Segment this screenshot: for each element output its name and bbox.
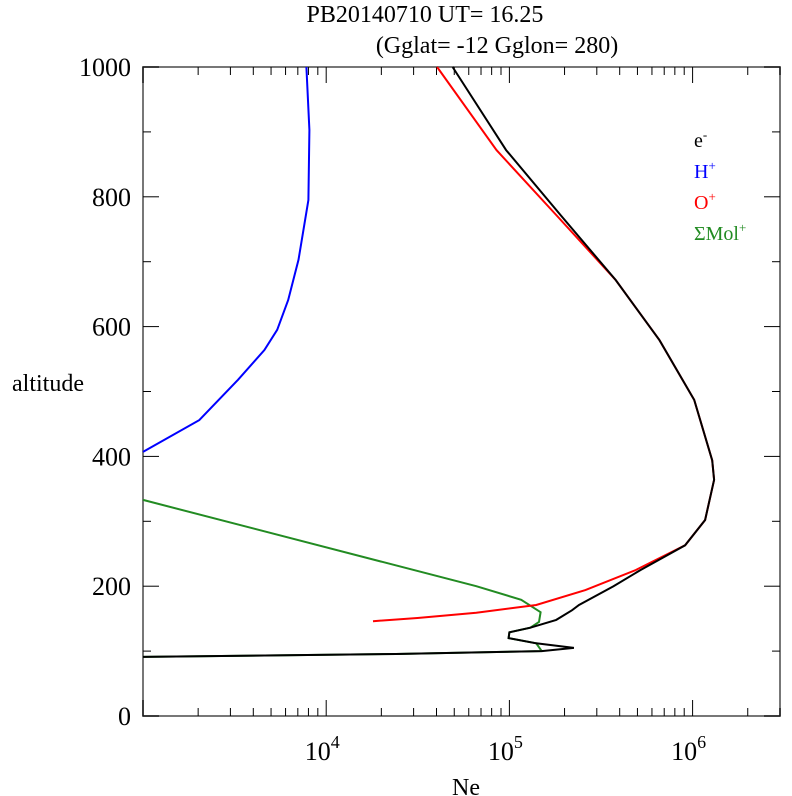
legend-entry: e- bbox=[694, 127, 707, 152]
legend-superscript: + bbox=[739, 220, 746, 235]
legend-superscript: + bbox=[708, 158, 715, 173]
y-axis-label: altitude bbox=[12, 371, 84, 397]
y-tick-label: 1000 bbox=[79, 53, 131, 82]
series-line-o-plus bbox=[372, 66, 716, 623]
y-tick-label: 200 bbox=[92, 572, 131, 601]
x-tick-exponent: 4 bbox=[331, 732, 340, 752]
series-line-e-minus bbox=[142, 66, 716, 658]
y-tick-label: 400 bbox=[92, 442, 131, 471]
legend-entry: ΣMol+ bbox=[694, 220, 746, 245]
y-tick-label: 800 bbox=[92, 183, 131, 212]
plot-frame bbox=[142, 66, 781, 717]
x-tick-label: 104 bbox=[305, 732, 340, 766]
chart-subtitle: (Gglat= -12 Gglon= 280) bbox=[376, 33, 618, 59]
series-line-h-plus bbox=[142, 66, 311, 453]
x-tick-label: 106 bbox=[671, 732, 706, 766]
x-tick-exponent: 5 bbox=[514, 732, 523, 752]
y-tick-label: 600 bbox=[92, 313, 131, 342]
x-tick-label: 105 bbox=[488, 732, 523, 766]
legend-superscript: - bbox=[703, 127, 707, 142]
chart-title: PB20140710 UT= 16.25 bbox=[307, 2, 544, 28]
x-axis-label: Ne bbox=[452, 775, 480, 796]
series-line-mol-plus bbox=[142, 498, 544, 658]
y-tick-label: 0 bbox=[118, 702, 131, 731]
legend-entry: H+ bbox=[694, 158, 716, 183]
legend-superscript: + bbox=[708, 189, 715, 204]
legend-entry: O+ bbox=[694, 189, 716, 214]
x-tick-exponent: 6 bbox=[697, 732, 706, 752]
